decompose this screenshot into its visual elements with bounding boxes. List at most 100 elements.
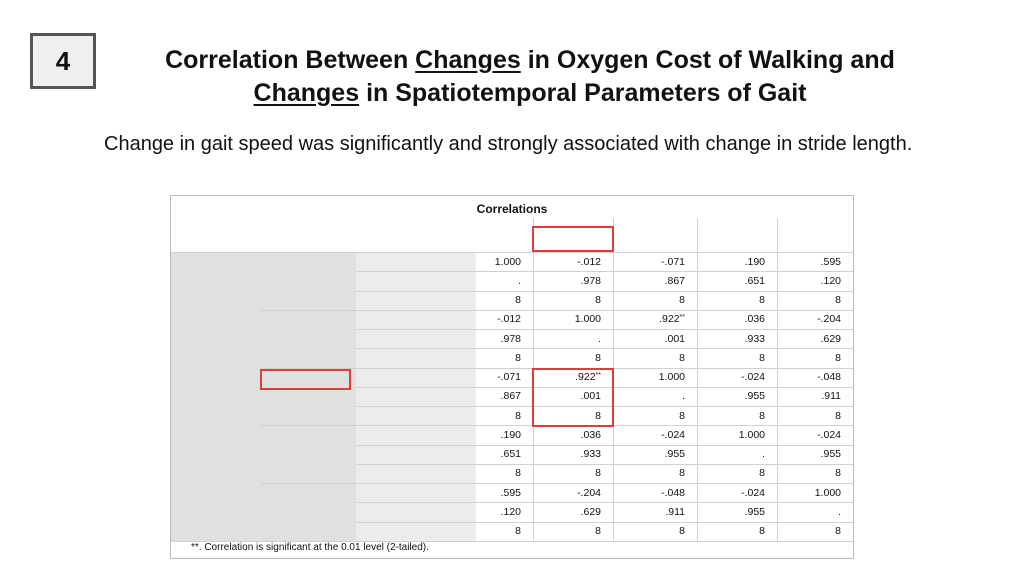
highlight-stride-gaitspeed-cells bbox=[532, 367, 614, 428]
table-cell: -.204 bbox=[533, 483, 613, 503]
table-cell: . bbox=[613, 386, 697, 406]
table-cell: .120 bbox=[476, 502, 533, 522]
table-cell: 8 bbox=[476, 290, 533, 310]
table-cell: .036 bbox=[533, 425, 613, 445]
table-cell: -.024 bbox=[697, 367, 777, 387]
table-cell: .120 bbox=[777, 271, 853, 291]
table-cell: .955 bbox=[697, 502, 777, 522]
method-label-text bbox=[171, 252, 261, 271]
table-cell: .911 bbox=[777, 386, 853, 406]
table-cell: .922 ** bbox=[533, 367, 613, 387]
stat-label bbox=[356, 252, 476, 272]
row-label bbox=[261, 310, 356, 329]
table-cell: .955 bbox=[613, 444, 697, 464]
table-cell: 1.000 bbox=[613, 367, 697, 387]
table-title-row: Correlations bbox=[171, 200, 853, 218]
significance-marker: ** bbox=[679, 313, 685, 321]
correlations-table: Correlations 1.000 -.012 -.071.190.595. .97… bbox=[170, 195, 854, 559]
grid-line bbox=[356, 271, 853, 273]
body-text: Change in gait speed was significantly a… bbox=[104, 133, 913, 155]
grid-line bbox=[356, 386, 853, 388]
table-cell: 8 bbox=[533, 521, 613, 541]
stat-label bbox=[356, 348, 476, 368]
stat-label bbox=[356, 271, 476, 291]
row-group-bg bbox=[261, 367, 356, 426]
table-cell: 1.000 bbox=[476, 252, 533, 272]
grid-line bbox=[171, 252, 853, 253]
column-header bbox=[697, 218, 777, 252]
stat-label bbox=[356, 367, 476, 387]
table-cell: 8 bbox=[697, 290, 777, 310]
table-cell: 1.000 bbox=[533, 309, 613, 329]
table-cell: 8 bbox=[613, 290, 697, 310]
stat-label bbox=[356, 386, 476, 406]
grid-line bbox=[261, 483, 853, 484]
stat-label bbox=[356, 444, 476, 464]
grid-line bbox=[171, 540, 853, 542]
row-group-bg bbox=[261, 309, 356, 368]
table-cell: 8 bbox=[777, 463, 853, 483]
stat-label bbox=[356, 425, 476, 445]
table-cell: .955 bbox=[777, 444, 853, 464]
column-header bbox=[476, 218, 533, 252]
table-footnote: **. Correlation is significant at the 0.… bbox=[191, 542, 429, 553]
column-header bbox=[613, 218, 697, 252]
table-cell: 8 bbox=[476, 348, 533, 368]
table-cell: .911 bbox=[613, 502, 697, 522]
stat-label bbox=[356, 406, 476, 426]
slide-number-box: 4 bbox=[30, 33, 96, 89]
table-cell: .867 bbox=[613, 271, 697, 291]
table-cell: .933 bbox=[533, 444, 613, 464]
table-cell: -.048 bbox=[777, 367, 853, 387]
stat-label bbox=[356, 309, 476, 329]
stat-label bbox=[356, 521, 476, 541]
table-cell: 8 bbox=[777, 406, 853, 426]
table-cell: 8 bbox=[613, 406, 697, 426]
row-group-bg bbox=[261, 483, 356, 541]
table-cell: .978 bbox=[476, 329, 533, 349]
table-cell: .978 bbox=[533, 271, 613, 291]
table-cell: 8 bbox=[613, 521, 697, 541]
table-title: Correlations bbox=[476, 202, 548, 216]
stat-label bbox=[356, 329, 476, 349]
table-cell: -.012 bbox=[476, 309, 533, 329]
table-cell: 1.000 bbox=[697, 425, 777, 445]
table-cell: 8 bbox=[777, 348, 853, 368]
stat-label bbox=[356, 502, 476, 522]
table-cell: 8 bbox=[476, 406, 533, 426]
table-cell: -.024 bbox=[697, 483, 777, 503]
table-cell: .001 bbox=[613, 329, 697, 349]
table-cell: 8 bbox=[533, 406, 613, 426]
grid-line bbox=[356, 521, 853, 523]
row-label bbox=[261, 252, 356, 271]
table-cell: .595 bbox=[476, 483, 533, 503]
table-cell: .629 bbox=[777, 329, 853, 349]
method-label bbox=[171, 252, 261, 541]
grid-line bbox=[356, 463, 853, 465]
table-cell: .036 bbox=[697, 309, 777, 329]
cell-value: .922 bbox=[659, 313, 680, 326]
title-text-2: in Oxygen Cost of Walking and bbox=[520, 46, 895, 74]
grid-line bbox=[356, 290, 853, 292]
stat-label bbox=[356, 483, 476, 503]
table-cell: -.012 bbox=[533, 252, 613, 272]
row-group-bg bbox=[261, 425, 356, 483]
table-cell: .955 bbox=[697, 386, 777, 406]
grid-line bbox=[356, 502, 853, 504]
row-group-bg bbox=[261, 252, 356, 310]
table-cell: 8 bbox=[613, 348, 697, 368]
table-cell: 8 bbox=[777, 521, 853, 541]
table-cell: -.071 bbox=[476, 367, 533, 387]
table-cell: . bbox=[476, 271, 533, 291]
table-cell: .595 bbox=[777, 252, 853, 272]
grid-line bbox=[356, 406, 853, 407]
cell-value: .922 bbox=[575, 371, 596, 384]
stat-label bbox=[356, 290, 476, 310]
title-changes-2: Changes bbox=[253, 79, 360, 107]
table-cell: 8 bbox=[533, 348, 613, 368]
table-cell: -.024 bbox=[777, 425, 853, 445]
table-cell: . bbox=[533, 329, 613, 349]
table-cell: .190 bbox=[697, 252, 777, 272]
slide-number: 4 bbox=[55, 45, 71, 76]
highlight-stridelength-label bbox=[260, 368, 351, 390]
